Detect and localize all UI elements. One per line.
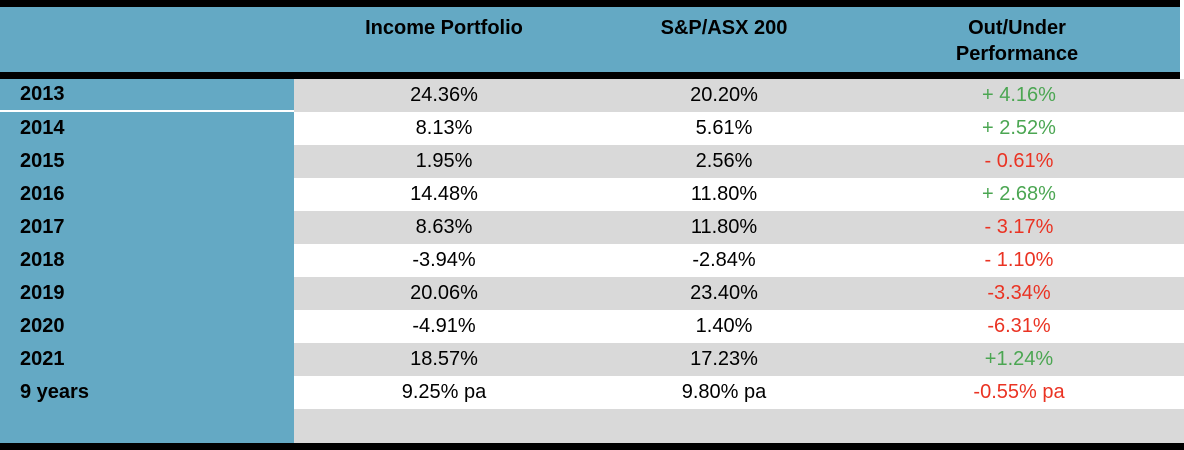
year-cell: 2014	[0, 112, 294, 145]
out-under-value: - 1.10%	[984, 249, 1054, 271]
header-income-portfolio: Income Portfolio	[365, 17, 523, 39]
sp-asx-200-value: 5.61%	[695, 117, 753, 139]
top-frame-bar	[0, 0, 1180, 7]
income-portfolio-value: -3.94%	[412, 249, 476, 271]
table-header-row: Income Portfolio S&P/ASX 200 Out/Under P…	[0, 7, 1180, 72]
income-portfolio-value: 9.25% pa	[401, 381, 487, 403]
year-cell: 2017	[0, 211, 294, 244]
table-body: 2013 24.36% 20.20% + 4.16% 2014 8.13% 5.…	[0, 79, 1184, 443]
income-portfolio-value: -4.91%	[412, 315, 476, 337]
sp-asx-200-value	[594, 409, 854, 443]
income-portfolio-value: 8.63%	[294, 211, 594, 244]
year-cell	[0, 409, 294, 443]
year-cell: 2020	[0, 310, 294, 343]
table-row-2013: 2013 24.36% 20.20% + 4.16%	[0, 79, 1184, 112]
bottom-frame-bar	[0, 443, 1184, 450]
sp-asx-200-value: 20.20%	[594, 79, 854, 112]
year-cell: 2013	[0, 79, 294, 112]
out-under-value: +1.24%	[854, 343, 1184, 376]
header-sp-asx-200: S&P/ASX 200	[660, 17, 788, 39]
out-under-value: + 2.68%	[982, 183, 1056, 205]
income-portfolio-value: 24.36%	[294, 79, 594, 112]
sp-asx-200-value: 11.80%	[690, 183, 758, 205]
sp-asx-200-value: 9.80% pa	[681, 381, 767, 403]
out-under-value: + 2.52%	[982, 117, 1056, 139]
year-cell: 2016	[0, 178, 294, 211]
year-cell: 9 years	[0, 376, 294, 409]
table-row-2020: 2020 -4.91% 1.40% -6.31%	[0, 310, 1184, 343]
year-cell: 2019	[0, 277, 294, 310]
income-portfolio-value: 18.57%	[294, 343, 594, 376]
header-out-under-line2: Performance	[955, 43, 1079, 65]
header-out-under-performance: Out/Under Performance	[854, 7, 1180, 72]
out-under-value: + 4.16%	[854, 79, 1184, 112]
year-cell: 2018	[0, 244, 294, 277]
income-portfolio-value	[294, 409, 594, 443]
out-under-value	[854, 409, 1184, 443]
sp-asx-200-value: 11.80%	[594, 211, 854, 244]
sp-asx-200-value: 1.40%	[695, 315, 753, 337]
out-under-value: -0.55% pa	[973, 381, 1065, 403]
income-portfolio-value: 1.95%	[294, 145, 594, 178]
table-row-empty	[0, 409, 1184, 443]
out-under-value: -6.31%	[987, 315, 1051, 337]
out-under-value: - 0.61%	[854, 145, 1184, 178]
year-cell: 2015	[0, 145, 294, 178]
sp-asx-200-value: 17.23%	[594, 343, 854, 376]
table-row-2015: 2015 1.95% 2.56% - 0.61%	[0, 145, 1184, 178]
out-under-value: - 3.17%	[854, 211, 1184, 244]
table-row-2019: 2019 20.06% 23.40% -3.34%	[0, 277, 1184, 310]
table-row-9-years: 9 years 9.25% pa 9.80% pa -0.55% pa	[0, 376, 1184, 409]
table-row-2018: 2018 -3.94% -2.84% - 1.10%	[0, 244, 1184, 277]
table-row-2017: 2017 8.63% 11.80% - 3.17%	[0, 211, 1184, 244]
sp-asx-200-value: -2.84%	[692, 249, 756, 271]
table-row-2014: 2014 8.13% 5.61% + 2.52%	[0, 112, 1184, 145]
table-row-2021: 2021 18.57% 17.23% +1.24%	[0, 343, 1184, 376]
header-separator-bar	[0, 72, 1180, 79]
out-under-value: -3.34%	[854, 277, 1184, 310]
income-portfolio-value: 14.48%	[410, 183, 478, 205]
sp-asx-200-value: 23.40%	[594, 277, 854, 310]
table-row-2016: 2016 14.48% 11.80% + 2.68%	[0, 178, 1184, 211]
year-cell: 2021	[0, 343, 294, 376]
header-out-under-line1: Out/Under	[968, 17, 1066, 39]
sp-asx-200-value: 2.56%	[594, 145, 854, 178]
header-year-column	[0, 7, 294, 72]
income-portfolio-value: 8.13%	[415, 117, 473, 139]
income-portfolio-value: 20.06%	[294, 277, 594, 310]
